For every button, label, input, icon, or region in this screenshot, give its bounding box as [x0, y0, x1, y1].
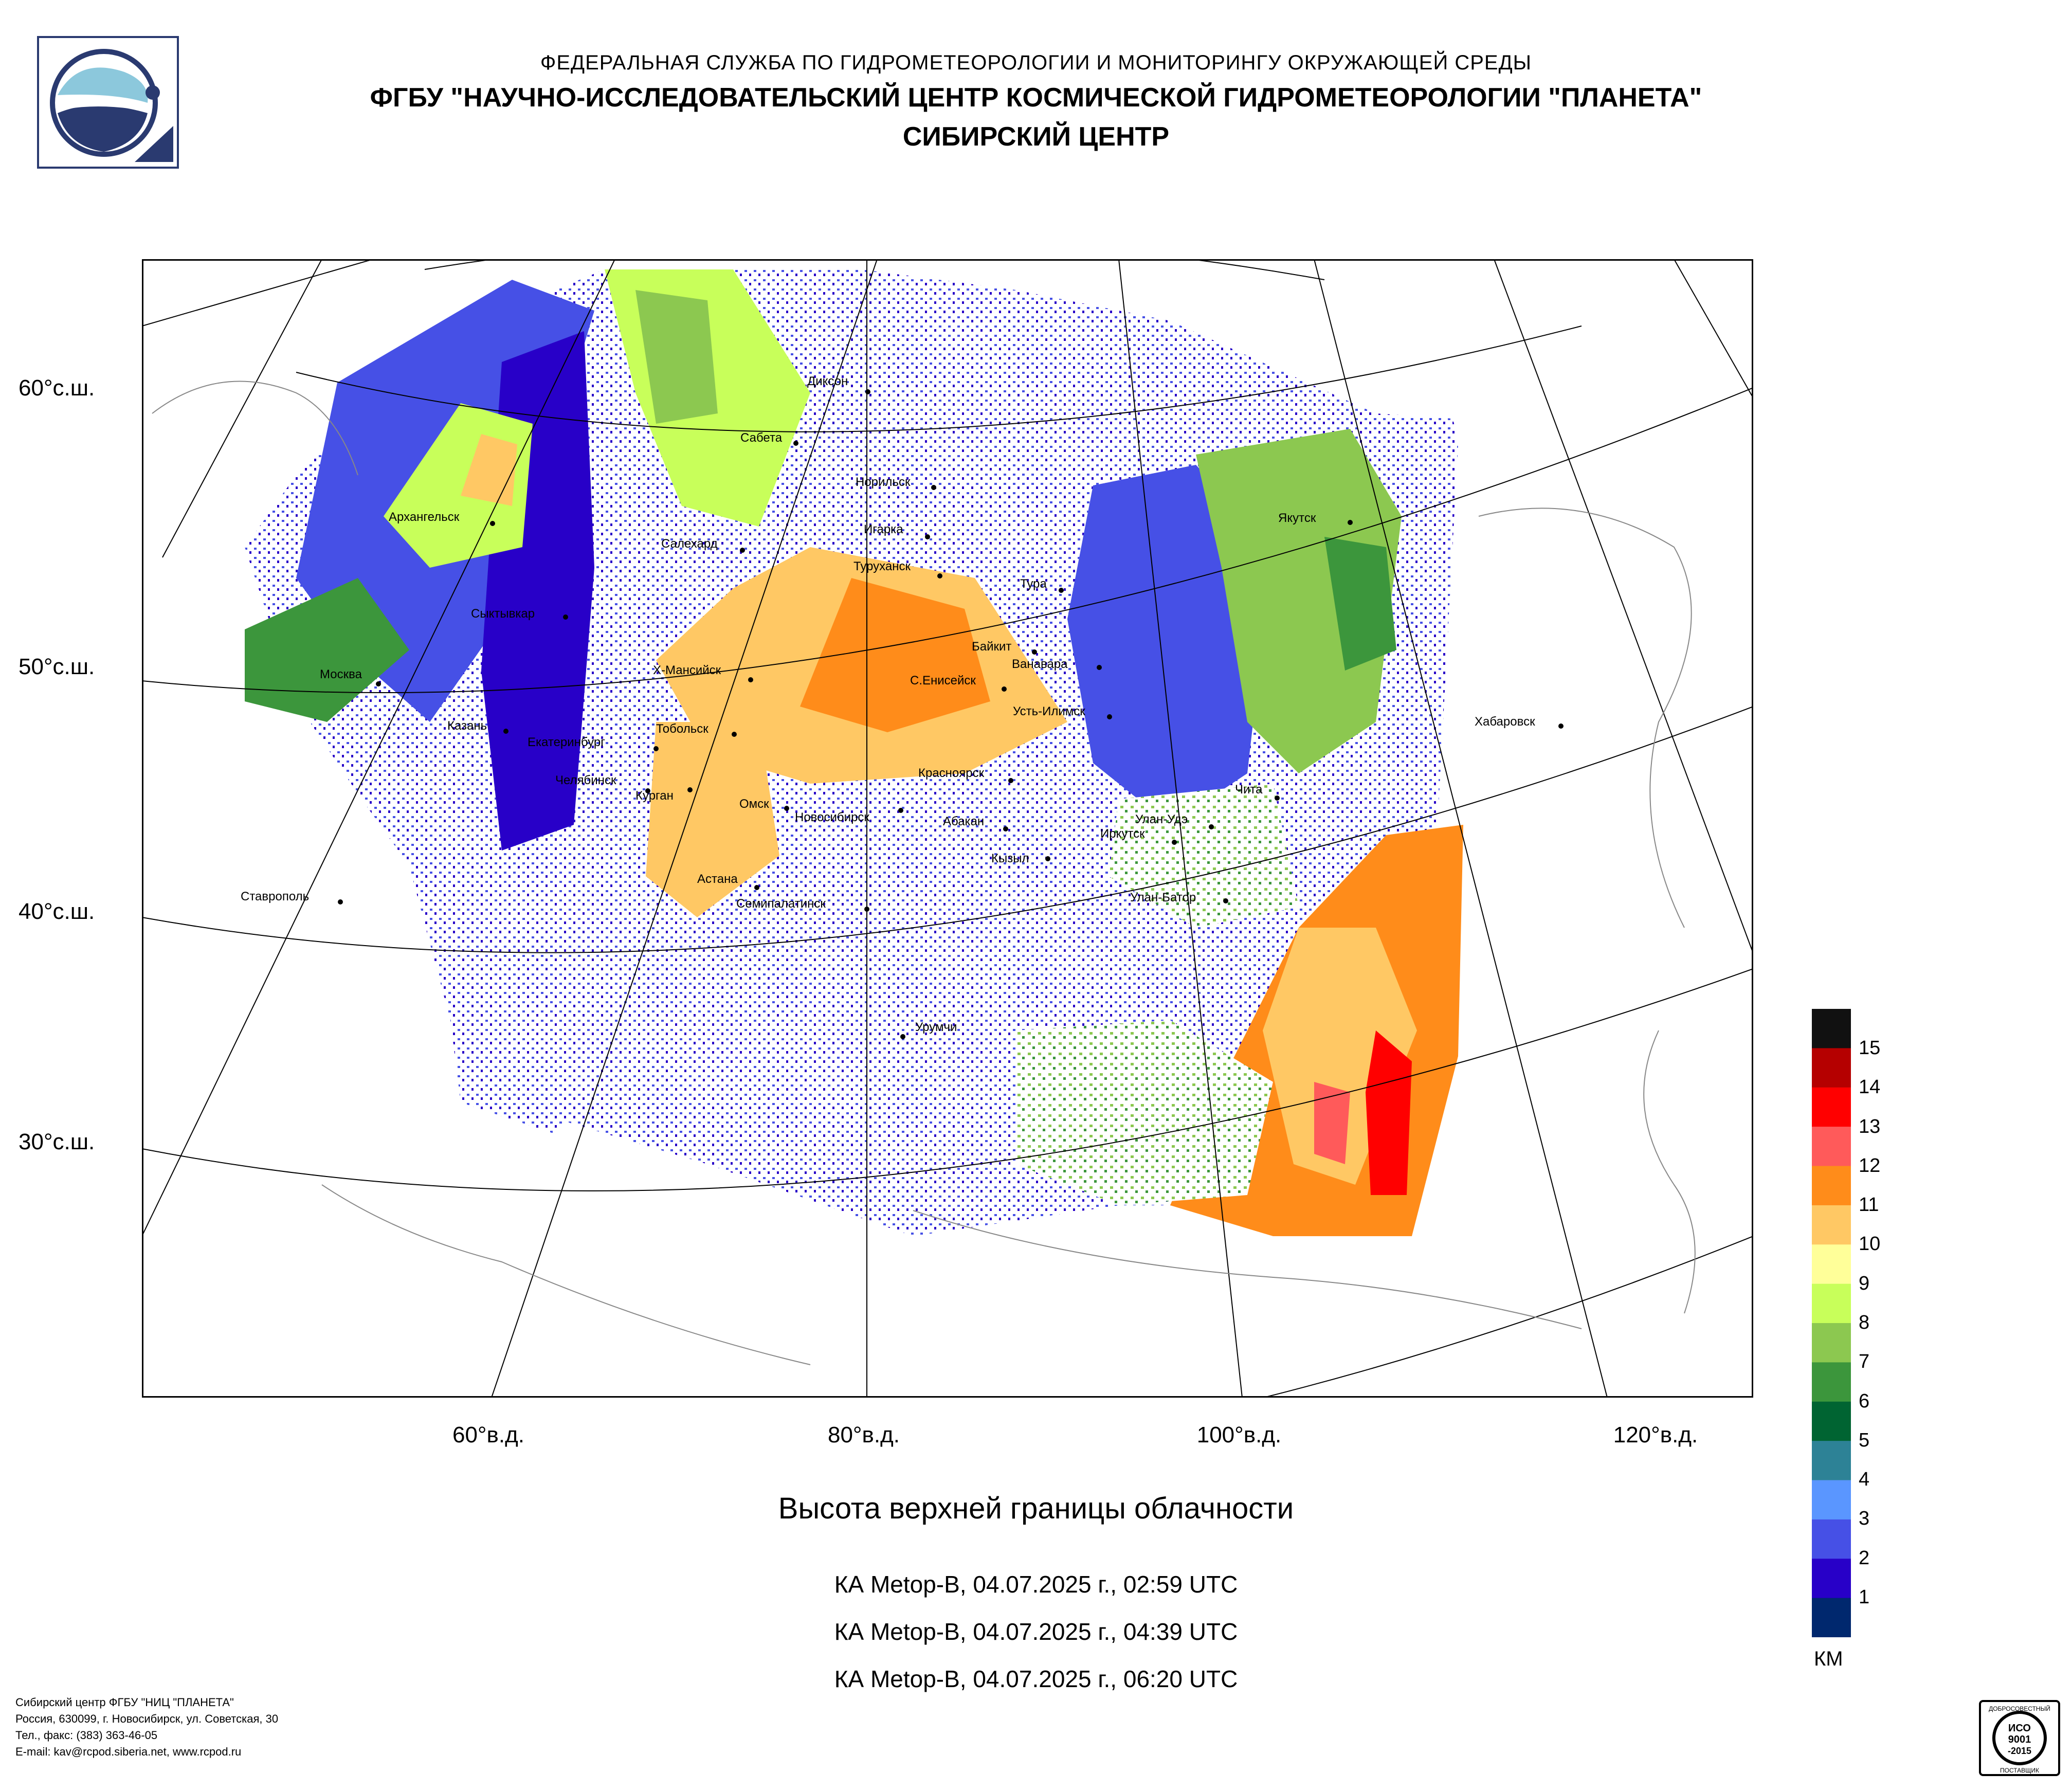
- legend-swatch: [1812, 1559, 1851, 1599]
- city-label-chita: Чита: [1235, 783, 1263, 797]
- city-label-sabeta: Сабета: [740, 431, 783, 445]
- lat-label-40: 40°с.ш.: [19, 899, 95, 924]
- city-label-chelyabinsk: Челябинск: [555, 773, 616, 787]
- legend-swatch: [1812, 1087, 1851, 1127]
- legend-swatch: [1812, 1323, 1851, 1363]
- satellite-pass-1: КА Metop-B, 04.07.2025 г., 02:59 UTC: [834, 1571, 1238, 1598]
- city-label-khanty-mansiysk: Х-Мансийск: [653, 663, 721, 677]
- legend-label-5: 5: [1859, 1430, 1870, 1451]
- lon-label-80: 80°в.д.: [827, 1422, 900, 1448]
- footer-org: Сибирский центр ФГБУ "НИЦ "ПЛАНЕТА": [15, 1696, 234, 1709]
- legend-label-9: 9: [1859, 1273, 1870, 1294]
- header-center: СИБИРСКИЙ ЦЕНТР: [902, 122, 1170, 152]
- cert-iso: ИСО: [2008, 1723, 2031, 1734]
- legend-label-2: 2: [1859, 1547, 1870, 1569]
- lat-label-60: 60°с.ш.: [19, 375, 95, 401]
- legend-label-1: 1: [1859, 1586, 1870, 1608]
- legend-swatch: [1812, 1480, 1851, 1520]
- city-label-ulan-bator: Улан-Батор: [1130, 891, 1196, 904]
- legend-label-8: 8: [1859, 1312, 1870, 1333]
- city-label-semipalatinsk: Семипалатинск: [736, 897, 826, 911]
- planeta-logo: [37, 36, 179, 169]
- legend-swatch: [1812, 1598, 1851, 1637]
- legend-swatch: [1812, 1048, 1851, 1088]
- height-legend-colorbar: [1812, 1009, 1851, 1637]
- city-label-vanavara: Ванавара: [1012, 657, 1068, 671]
- legend-label-10: 10: [1859, 1233, 1881, 1255]
- header-institute: ФГБУ "НАУЧНО-ИССЛЕДОВАТЕЛЬСКИЙ ЦЕНТР КОС…: [370, 83, 1702, 113]
- cert-bottom-text: ПОСТАВЩИК: [2000, 1767, 2039, 1774]
- cert-top-text: ДОБРОСОВЕСТНЫЙ: [1989, 1705, 2050, 1712]
- city-label-astana: Астана: [697, 872, 738, 886]
- cert-9001: 9001: [2008, 1734, 2031, 1745]
- city-label-ekaterinburg: Екатеринбург: [528, 735, 605, 749]
- city-markers: [338, 389, 1564, 1039]
- city-label-krasnoyarsk: Красноярск: [918, 766, 985, 780]
- satellite-pass-2: КА Metop-B, 04.07.2025 г., 04:39 UTC: [834, 1618, 1238, 1645]
- header-agency: ФЕДЕРАЛЬНАЯ СЛУЖБА ПО ГИДРОМЕТЕОРОЛОГИИ …: [540, 51, 1532, 74]
- city-label-arkhangelsk: Архангельск: [389, 510, 460, 524]
- legend-swatch: [1812, 1519, 1851, 1559]
- city-label-omsk: Омск: [739, 797, 769, 811]
- city-label-kurgan: Курган: [635, 789, 674, 803]
- iso-certification-badge: ДОБРОСОВЕСТНЫЙ ИСО 9001 -2015 ПОСТАВЩИК: [1979, 1700, 2060, 1776]
- legend-swatch: [1812, 1401, 1851, 1441]
- city-label-yakutsk: Якутск: [1278, 511, 1316, 525]
- legend-label-3: 3: [1859, 1508, 1870, 1529]
- legend-swatch: [1812, 1009, 1851, 1048]
- city-label-ulan-ude: Улан-Удэ: [1135, 812, 1188, 826]
- city-label-baikit: Байкит: [972, 640, 1012, 654]
- map-title: Высота верхней границы облачности: [778, 1492, 1294, 1525]
- city-label-salekhard: Салехард: [661, 537, 718, 551]
- lat-label-50: 50°с.ш.: [19, 654, 95, 679]
- graticule: [142, 259, 1753, 1398]
- city-label-turukhansk: Туруханск: [853, 559, 911, 573]
- lat-label-30: 30°с.ш.: [19, 1129, 95, 1154]
- city-label-urumchi: Урумчи: [915, 1020, 957, 1034]
- legend-label-14: 14: [1859, 1076, 1881, 1098]
- legend-label-12: 12: [1859, 1155, 1881, 1177]
- city-label-s-eniseysk: С.Енисейск: [910, 674, 976, 688]
- satellite-pass-3: КА Metop-B, 04.07.2025 г., 06:20 UTC: [834, 1666, 1238, 1692]
- legend-swatch: [1812, 1127, 1851, 1167]
- city-label-novosibirsk: Новосибирск: [795, 810, 869, 824]
- city-label-irkutsk: Иркутск: [1100, 827, 1145, 841]
- legend-label-4: 4: [1859, 1469, 1870, 1490]
- cert-2015: -2015: [2008, 1746, 2031, 1756]
- city-label-stavropol: Ставрополь: [241, 890, 310, 903]
- legend-label-7: 7: [1859, 1351, 1870, 1372]
- legend-label-6: 6: [1859, 1390, 1870, 1412]
- footer-address: Россия, 630099, г. Новосибирск, ул. Сове…: [15, 1712, 279, 1725]
- cloud-top-height-map: [142, 259, 1753, 1398]
- city-label-khabarovsk: Хабаровск: [1475, 715, 1535, 729]
- city-label-igarka: Игарка: [864, 522, 903, 536]
- legend-unit: КМ: [1814, 1648, 1843, 1670]
- legend-label-11: 11: [1859, 1194, 1879, 1216]
- city-label-abakan: Абакан: [943, 815, 985, 828]
- lon-label-120: 120°в.д.: [1613, 1422, 1698, 1448]
- lon-label-60: 60°в.д.: [452, 1422, 525, 1448]
- city-label-kyzyl: Кызыл: [991, 852, 1029, 865]
- lon-label-100: 100°в.д.: [1196, 1422, 1282, 1448]
- city-label-ust-ilimsk: Усть-Илимск: [1013, 704, 1085, 718]
- city-label-norilsk: Норильск: [856, 475, 911, 489]
- legend-label-13: 13: [1859, 1116, 1881, 1137]
- city-label-dikson: Диксон: [807, 374, 848, 388]
- city-label-syktyvkar: Сыктывкар: [471, 607, 535, 621]
- legend-swatch: [1812, 1244, 1851, 1285]
- legend-label-15: 15: [1859, 1037, 1881, 1059]
- city-label-tura: Тура: [1020, 577, 1047, 591]
- cloud-swath: [245, 269, 1463, 1236]
- coastlines: [152, 381, 1696, 1365]
- footer-phone: Тел., факс: (383) 363-46-05: [15, 1729, 158, 1742]
- city-label-kazan: Казань: [447, 719, 487, 733]
- city-label-moskva: Москва: [320, 667, 362, 681]
- footer-email: E-mail: kav@rcpod.siberia.net, www.rcpod…: [15, 1745, 242, 1758]
- city-label-tobolsk: Тобольск: [656, 722, 708, 736]
- legend-swatch: [1812, 1441, 1851, 1481]
- legend-swatch: [1812, 1362, 1851, 1402]
- legend-swatch: [1812, 1166, 1851, 1206]
- legend-swatch: [1812, 1205, 1851, 1245]
- legend-swatch: [1812, 1283, 1851, 1324]
